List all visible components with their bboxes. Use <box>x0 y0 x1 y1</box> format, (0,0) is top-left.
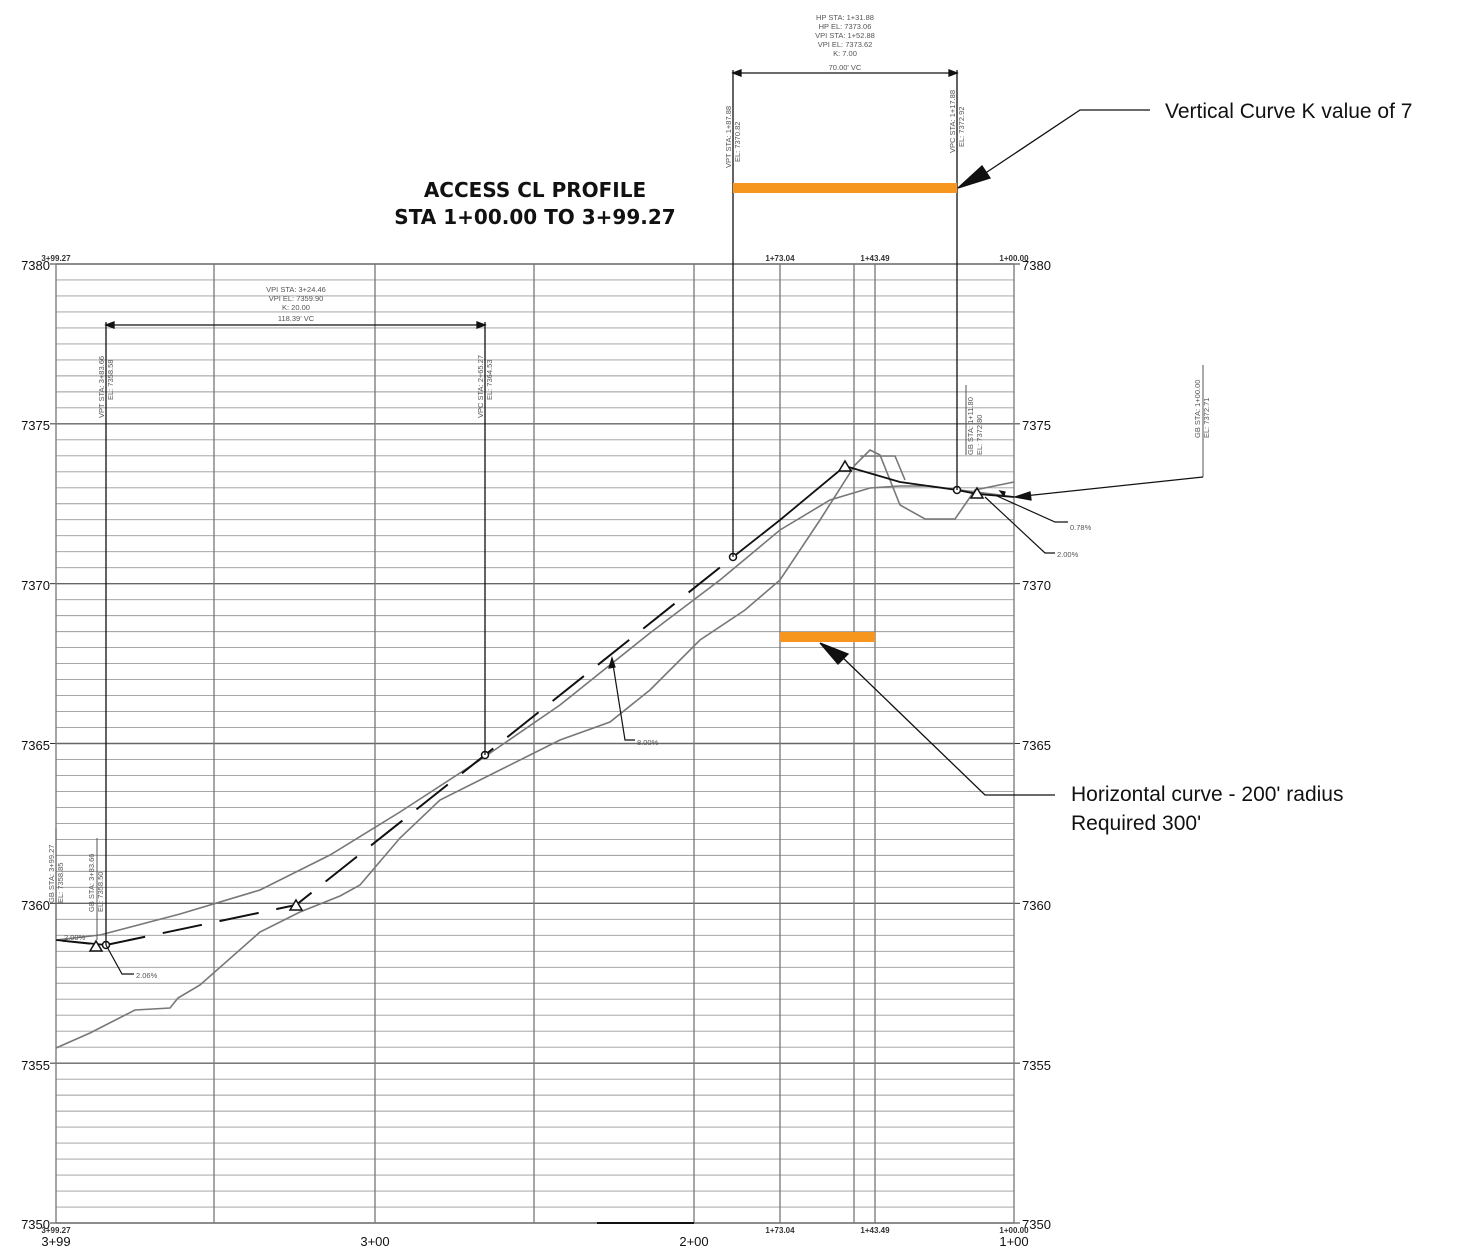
vc-right-line-2: HP EL: 7373.06 <box>819 22 872 31</box>
elev-label-7355-left: 7355 <box>21 1058 50 1073</box>
svg-text:EL: 7372.71: EL: 7372.71 <box>1202 398 1211 438</box>
elev-label-7370-left: 7370 <box>21 578 50 593</box>
svg-text:GB STA: 1+00.00: GB STA: 1+00.00 <box>1193 380 1202 438</box>
sta-small-bottom-14349: 1+43.49 <box>860 1226 890 1235</box>
vc-left-info: VPI STA: 3+24.46 VPI EL: 7359.90 K: 20.0… <box>266 285 326 323</box>
existing-ground-peak <box>860 455 906 481</box>
elevation-labels-right: 7380 7375 7370 7365 7360 7355 7350 <box>1022 258 1051 1232</box>
vpi-left-triangle <box>288 898 304 911</box>
vc-right-line-4: VPI EL: 7373.62 <box>818 40 873 49</box>
sta-small-bottom-39927: 3+99.27 <box>41 1226 71 1235</box>
sta-small-top-17304: 1+73.04 <box>765 254 795 263</box>
existing-ground-lower <box>55 485 1015 941</box>
sta-small-bottom-17304: 1+73.04 <box>765 1226 795 1235</box>
callout-horizontal-curve-line1: Horizontal curve - 200' radius <box>1071 783 1343 806</box>
gb-left-triangle <box>88 939 104 952</box>
vc-right-dimension <box>731 69 959 557</box>
svg-text:VPC STA: 2+65.27: VPC STA: 2+65.27 <box>476 355 485 418</box>
existing-ground-upper <box>55 449 1015 1049</box>
svg-text:EL: 7372.80: EL: 7372.80 <box>975 415 984 455</box>
vc-left-vpt-label: VPT STA: 3+83.66 EL: 7358.58 <box>97 356 115 418</box>
vc-right-line-1: HP STA: 1+31.88 <box>816 13 874 22</box>
proposed-profile-solid <box>55 465 1015 946</box>
sta-small-top-14349: 1+43.49 <box>860 254 890 263</box>
profile-grid <box>50 263 1020 1224</box>
svg-text:EL: 7364.53: EL: 7364.53 <box>485 360 494 400</box>
station-labels-bottom: 3+99 3+00 2+00 1+00 <box>41 1234 1028 1249</box>
vc-right-line-3: VPI STA: 1+52.88 <box>815 31 875 40</box>
gb-left-a-label: GB STA: 3+99.27 EL: 7358.85 <box>47 845 65 903</box>
station-label-1-00: 1+00 <box>999 1234 1028 1249</box>
vc-left-vpc-label: VPC STA: 2+65.27 EL: 7364.53 <box>476 355 494 418</box>
gb-right-b-label: GB STA: 1+00.00 EL: 7372.71 <box>1193 380 1211 438</box>
station-small-labels: 3+99.27 1+73.04 1+43.49 1+00.00 3+99.27 … <box>41 254 1029 1235</box>
proposed-profile-dashed <box>105 556 734 946</box>
station-label-2-00: 2+00 <box>679 1234 708 1249</box>
sta-small-top-39927: 3+99.27 <box>41 254 71 263</box>
vc-right-vpt-label: VPT STA: 1+87.88 EL: 7370.82 <box>724 106 742 168</box>
elevation-labels-left: 7380 7375 7370 7365 7360 7355 7350 <box>21 258 50 1232</box>
elev-label-7350-right: 7350 <box>1022 1217 1051 1232</box>
vc-left-line-3: K: 20.00 <box>282 303 310 312</box>
elev-label-7380-right: 7380 <box>1022 258 1051 273</box>
svg-text:VPT STA: 1+87.88: VPT STA: 1+87.88 <box>724 106 733 168</box>
gb-right-a-label: GB STA: 1+11.80 EL: 7372.80 <box>966 397 984 455</box>
elev-label-7365-left: 7365 <box>21 738 50 753</box>
svg-text:VPC STA: 1+17.88: VPC STA: 1+17.88 <box>948 90 957 153</box>
elev-label-7365-right: 7365 <box>1022 738 1051 753</box>
vc-left-line-4: 118.39' VC <box>278 314 315 323</box>
svg-text:EL: 7372.92: EL: 7372.92 <box>957 107 966 147</box>
vc-right-line-6: 70.00' VC <box>829 63 862 72</box>
svg-text:GB STA: 1+11.80: GB STA: 1+11.80 <box>966 397 975 455</box>
svg-text:EL: 7358.50: EL: 7358.50 <box>96 872 105 912</box>
grade-label-middle: 8.00% <box>637 738 659 747</box>
station-label-3-00: 3+00 <box>360 1234 389 1249</box>
grade-label-left-2: 2.06% <box>136 971 158 980</box>
vc-right-vpc-label: VPC STA: 1+17.88 EL: 7372.92 <box>948 90 966 153</box>
gb-right-triangle <box>969 486 985 499</box>
callout-leaders <box>819 109 1204 796</box>
profile-title-line1: ACCESS CL PROFILE <box>424 178 646 202</box>
elev-label-7370-right: 7370 <box>1022 578 1051 593</box>
vc-left-line-2: VPI EL: 7359.90 <box>269 294 324 303</box>
elev-label-7350-left: 7350 <box>21 1217 50 1232</box>
grade-label-right-2: 2.00% <box>1057 550 1079 559</box>
callout-horizontal-curve-line2: Required 300' <box>1071 812 1201 835</box>
sta-small-bottom-10000: 1+00.00 <box>999 1226 1029 1235</box>
sta-small-top-10000: 1+00.00 <box>999 254 1029 263</box>
elev-label-7375-right: 7375 <box>1022 418 1051 433</box>
grade-label-right-1: 0.78% <box>1070 523 1092 532</box>
elev-label-7355-right: 7355 <box>1022 1058 1051 1073</box>
elev-label-7375-left: 7375 <box>21 418 50 433</box>
vc-left-dimension <box>104 321 487 945</box>
svg-text:VPT STA: 3+83.66: VPT STA: 3+83.66 <box>97 356 106 418</box>
svg-text:EL: 7370.82: EL: 7370.82 <box>733 122 742 162</box>
profile-title-line2: STA 1+00.00 TO 3+99.27 <box>394 205 675 229</box>
svg-text:EL: 7358.58: EL: 7358.58 <box>106 360 115 400</box>
grade-label-left-1: 2.00% <box>64 933 86 942</box>
vc-right-info: HP STA: 1+31.88 HP EL: 7373.06 VPI STA: … <box>815 13 875 72</box>
vpi-right-triangle <box>837 459 853 472</box>
svg-text:EL: 7358.85: EL: 7358.85 <box>56 863 65 903</box>
svg-text:GB STA: 3+99.27: GB STA: 3+99.27 <box>47 845 56 903</box>
svg-text:GB STA: 3+83.66: GB STA: 3+83.66 <box>87 854 96 912</box>
grade-leaders <box>61 490 1068 975</box>
gb-left-b-label: GB STA: 3+83.66 EL: 7358.50 <box>87 854 105 912</box>
station-label-3-99: 3+99 <box>41 1234 70 1249</box>
elev-label-7360-right: 7360 <box>1022 898 1051 913</box>
vc-right-line-5: K: 7.00 <box>833 49 857 58</box>
horizontal-curve-highlight <box>780 632 875 642</box>
callout-vertical-curve: Vertical Curve K value of 7 <box>1165 100 1412 123</box>
vertical-curve-highlight <box>733 183 957 193</box>
elev-label-7380-left: 7380 <box>21 258 50 273</box>
vc-left-line-1: VPI STA: 3+24.46 <box>266 285 326 294</box>
elev-label-7360-left: 7360 <box>21 898 50 913</box>
